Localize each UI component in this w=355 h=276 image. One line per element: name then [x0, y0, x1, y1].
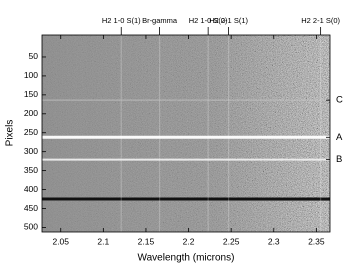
y-tick-label: 350 [24, 165, 38, 175]
x-axis-label: Wavelength (microns) [138, 253, 235, 264]
y-tick-label: 400 [24, 184, 38, 194]
x-tick-label: 2.15 [138, 236, 155, 246]
y-tick-label: 200 [24, 108, 38, 118]
y-tick-label: 500 [24, 222, 38, 232]
y-tick-label: 300 [24, 146, 38, 156]
image-noise [42, 35, 330, 232]
emission-line-label: Br-gamma [142, 16, 178, 25]
emission-line-label: H2 1-0 S(0) [189, 16, 228, 25]
y-tick-label: 100 [24, 70, 38, 80]
emission-line-label: H2 2-1 S(0) [301, 16, 340, 25]
trace-label: C [336, 95, 343, 106]
emission-line-label: H2 1-0 S(1) [102, 16, 141, 25]
y-tick-label: 450 [24, 203, 38, 213]
x-tick-label: 2.2 [183, 236, 195, 246]
x-tick-label: 2.3 [268, 236, 280, 246]
x-tick-label: 2.05 [52, 236, 69, 246]
x-tick-label: 2.35 [308, 236, 325, 246]
emission-line-label: H2 2-1 S(1) [209, 16, 248, 25]
y-axis-label: Pixels [5, 120, 16, 147]
dark-band [42, 197, 330, 200]
plot-area [42, 35, 330, 232]
y-tick-label: 150 [24, 89, 38, 99]
trace-label: B [336, 154, 342, 165]
x-tick-label: 2.1 [97, 236, 109, 246]
plot-frame [41, 34, 331, 233]
x-tick-label: 2.25 [223, 236, 240, 246]
y-tick-label: 50 [29, 51, 39, 61]
y-tick-label: 250 [24, 127, 38, 137]
dark-band-edge [42, 200, 330, 201]
trace-label: A [336, 132, 343, 143]
